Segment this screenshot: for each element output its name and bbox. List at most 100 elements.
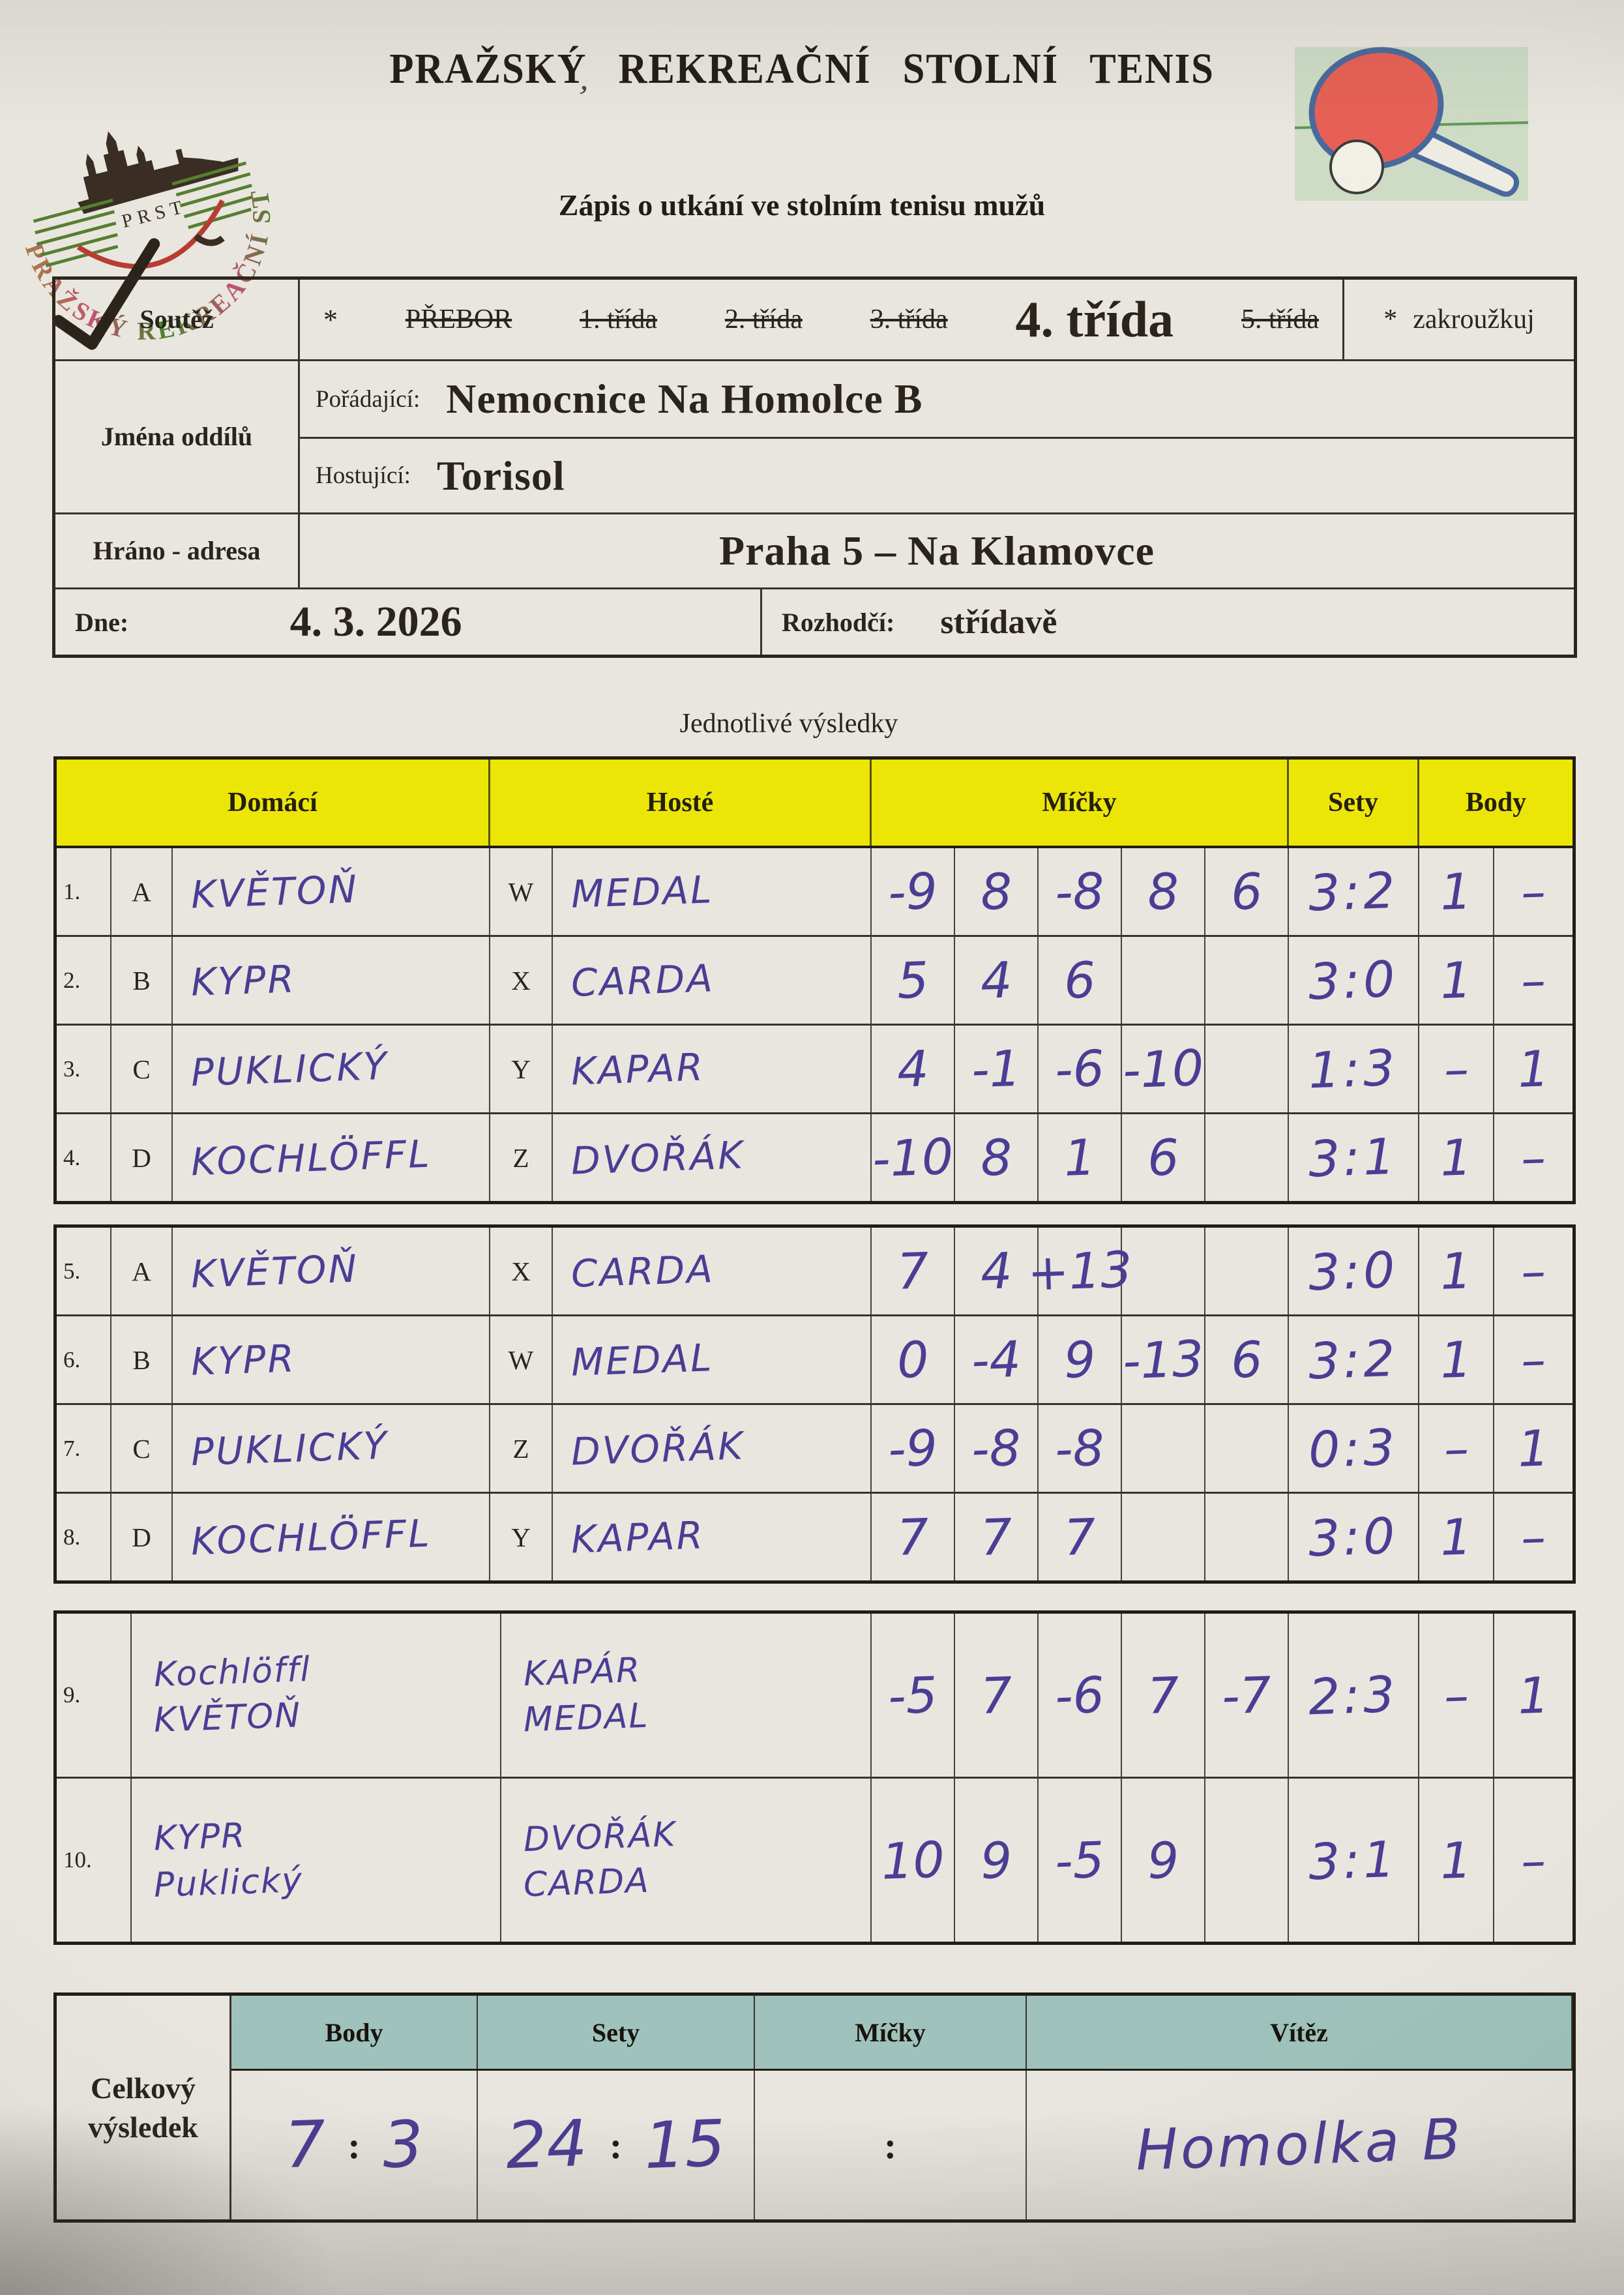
points-home-cell-text: – (1442, 1419, 1470, 1478)
points-home-cell: 1 (1419, 1779, 1494, 1942)
host-team-value: Nemocnice Na Homolce B (446, 376, 923, 422)
ball-score-cell-text: 7 (979, 1507, 1013, 1567)
away-player-cell-text: MEDAL (570, 1335, 715, 1385)
sets-result-cell-text: 3:0 (1307, 1506, 1400, 1568)
sets-result-cell: 2:3 (1289, 1614, 1419, 1777)
ball-score-cell (1205, 1405, 1289, 1492)
summary-sety-cell: 24 : 15 (478, 2071, 755, 2219)
home-key-cell: A (111, 848, 173, 935)
competition-option: PŘEBOR (405, 304, 512, 334)
ball-score-cell-text: -6 (1054, 1665, 1106, 1725)
competition-option: 1. třída (580, 304, 658, 334)
pair-player-name: DVOŘÁK (523, 1814, 677, 1860)
venue-row: Hráno - adresa Praha 5 – Na Klamovce (55, 512, 1574, 587)
points-away-cell-text: – (1520, 1507, 1547, 1567)
home-key-cell-text: C (132, 1054, 151, 1084)
singles-table-1: Domácí Hosté Míčky Sety Body 1. A KVĚTOŇ W M… (53, 756, 1576, 1204)
away-player-cell: DVOŘÁK (553, 1114, 872, 1201)
points-home-cell: 1 (1419, 1494, 1494, 1580)
ball-score-cell: 4 (872, 1026, 955, 1112)
colon-separator: : (609, 2124, 623, 2167)
ball-score-cell-text: 9 (979, 1830, 1013, 1890)
home-pair-cell: Kochlöffl KVĚTOŇ (132, 1614, 501, 1777)
sets-result-cell: 3:2 (1289, 848, 1419, 935)
ball-score-cell: -6 (1039, 1026, 1122, 1112)
ball-score-cell (1205, 1494, 1289, 1580)
ball-score-cell (1122, 1494, 1205, 1580)
paddle-handle (1409, 126, 1520, 197)
summary-body-cell: 7 : 3 (231, 2071, 478, 2219)
home-key-cell: C (111, 1405, 173, 1492)
points-home-cell: 1 (1419, 1228, 1494, 1314)
ball-score-cell-text: 6 (1063, 951, 1097, 1010)
home-player-cell: KVĚTOŇ (173, 1228, 490, 1314)
ball-score-cell: 4 (955, 1228, 1039, 1314)
home-pair-cell: KYPR Puklický (132, 1779, 501, 1942)
asterisk-mark: * (323, 303, 338, 336)
sets-result-cell-text: 3:1 (1307, 1829, 1400, 1891)
home-player-cell: KOCHLÖFFL (173, 1114, 490, 1201)
ball-score-cell-text: 6 (1230, 862, 1263, 921)
match-number-cell-text: 2. (63, 967, 81, 993)
ball-score-cell-text: 10 (880, 1829, 945, 1891)
colon-separator: : (347, 2124, 361, 2167)
match-number-cell: 5. (57, 1228, 111, 1314)
competition-options: * PŘEBOR 1. třída 2. třída 3. třída 4. t… (300, 280, 1342, 359)
ball-score-cell-text: 1 (1063, 1128, 1097, 1187)
column-header-micky: Míčky (872, 760, 1289, 846)
ball-score-cell-text: +13 (1026, 1240, 1133, 1302)
competition-option: 5. třída (1241, 304, 1319, 334)
match-number-cell-text: 3. (63, 1056, 81, 1082)
match-number-cell-text: 8. (63, 1524, 81, 1550)
sets-result-cell-text: 3:0 (1307, 1240, 1400, 1302)
ball-score-cell: 9 (1122, 1779, 1205, 1942)
away-player-cell-text: CARDA (570, 955, 715, 1005)
away-key-cell-text: Z (512, 1142, 529, 1173)
summary-sety-home: 24 (505, 2106, 589, 2184)
home-player-cell-text: KYPR (190, 1335, 297, 1384)
points-away-cell: – (1494, 1114, 1572, 1201)
ball-score-cell (1205, 1779, 1289, 1942)
ball-score-cell-text: -5 (1054, 1830, 1106, 1890)
away-player-cell-text: KAPAR (570, 1044, 705, 1094)
overall-result-table: Celkový výsledek Body Sety Míčky Vítěz 7… (53, 1992, 1576, 2223)
points-away-cell: – (1494, 1779, 1572, 1942)
away-player-cell: CARDA (553, 1228, 872, 1314)
referee-value: střídavě (940, 603, 1057, 641)
home-player-cell: PUKLICKÝ (173, 1026, 490, 1112)
points-home-cell-text: 1 (1439, 1128, 1473, 1187)
singles-table-2: 5. A KVĚTOŇ X CARDA 7 4 +13 3:0 1–6. B KYPR W MEDAL 0-… (53, 1224, 1576, 1584)
ball-score-cell: 7 (1039, 1494, 1122, 1580)
ball-score-cell: 1 (1039, 1114, 1122, 1201)
sets-result-cell-text: 2:3 (1307, 1665, 1400, 1726)
ball-score-cell-text: 6 (1146, 1128, 1180, 1187)
points-away-cell: 1 (1494, 1405, 1572, 1492)
singles-match-row: 8. D KOCHLÖFFL Y KAPAR 7 7 7 3:0 1– (57, 1492, 1572, 1580)
ball-score-cell: -10 (871, 1114, 955, 1201)
ball-score-cell: -1 (955, 1026, 1039, 1112)
castle-base (78, 157, 239, 215)
match-number-cell: 4. (57, 1114, 111, 1201)
summary-winner-cell: Homolka B (1027, 2071, 1572, 2219)
match-number-cell: 9. (57, 1614, 132, 1777)
away-player-cell: MEDAL (553, 848, 872, 935)
ball-score-cell-text: -8 (1054, 861, 1106, 922)
competition-option: 2. třída (724, 304, 803, 334)
page-title: PRAŽSKÝ REKREAČNÍ STOLNÍ TENIS (389, 45, 1215, 93)
sets-result-cell: 3:0 (1289, 1494, 1419, 1580)
away-key-cell-text: Y (511, 1522, 531, 1552)
ball-score-cell-text: 7 (896, 1507, 930, 1567)
sets-result-cell-text: 1:3 (1307, 1038, 1400, 1100)
ball-score-cell (1205, 1026, 1289, 1112)
ball-score-cell-text: -8 (1054, 1418, 1106, 1479)
asterisk-mark: * (1383, 304, 1398, 334)
points-home-cell-text: 1 (1439, 951, 1473, 1010)
ball-score-cell-text: -1 (970, 1039, 1022, 1099)
singles-match-row: 3. C PUKLICKÝ Y KAPAR 4 -1 -6 -10 1:3–1 (57, 1024, 1572, 1112)
competition-option-selected: 4. třída (1015, 291, 1174, 348)
points-away-cell-text: 1 (1516, 1419, 1550, 1478)
away-key-cell-text: W (508, 876, 534, 907)
match-number-cell-text: 10. (63, 1847, 92, 1873)
pair-player-name: KAPÁR (523, 1650, 642, 1695)
away-key-cell: Z (490, 1114, 553, 1201)
